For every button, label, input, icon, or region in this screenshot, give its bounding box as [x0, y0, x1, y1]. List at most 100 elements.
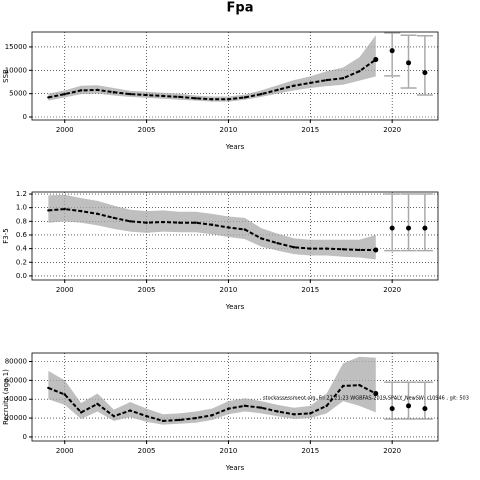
- estimate-point: [129, 409, 132, 412]
- estimate-point: [112, 216, 116, 220]
- x-tick-label: 2015: [301, 126, 319, 134]
- y-tick-label: 60000: [5, 376, 27, 384]
- estimate-point: [341, 248, 345, 251]
- estimate-point: [309, 81, 312, 85]
- estimate-point: [292, 84, 296, 87]
- plot-frame: [31, 191, 439, 281]
- estimate-point: [63, 393, 66, 396]
- estimate-point: [259, 92, 263, 96]
- estimate-point: [325, 404, 328, 408]
- estimate-point: [292, 246, 296, 249]
- forecast-point: [389, 225, 395, 231]
- estimate-point: [325, 78, 328, 82]
- forecast-point: [406, 60, 412, 66]
- y-tick-label: 1.2: [16, 190, 27, 198]
- x-tick-label: 2000: [56, 286, 74, 294]
- estimate-point: [227, 226, 230, 229]
- y-tick-label: 20000: [5, 414, 27, 422]
- estimate-point: [47, 386, 50, 390]
- forecast-point: [422, 225, 428, 231]
- estimate-point: [63, 92, 66, 96]
- x-axis-label: Years: [225, 143, 245, 151]
- x-tick-label: 2010: [220, 286, 238, 294]
- y-axis-label: F3-5: [2, 228, 10, 243]
- estimate-point: [276, 410, 279, 413]
- estimate-point: [227, 98, 230, 101]
- estimate-point: [358, 248, 361, 252]
- estimate-point: [358, 70, 361, 73]
- x-tick-label: 2020: [383, 126, 401, 134]
- y-tick-label: 10000: [5, 66, 27, 74]
- forecast-point: [422, 406, 428, 412]
- x-tick-label: 2005: [138, 447, 156, 455]
- x-axis-label: Years: [225, 303, 245, 311]
- estimate-point: [129, 220, 132, 223]
- last-point: [373, 391, 379, 397]
- x-tick-label: 2020: [383, 286, 401, 294]
- forecast-point: [422, 70, 428, 76]
- forecast-point: [406, 225, 412, 231]
- y-axis-label: Recruits (age 1): [2, 369, 10, 425]
- estimate-point: [145, 93, 148, 97]
- x-tick-label: 2005: [138, 126, 156, 134]
- y-tick-label: 0.0: [16, 272, 27, 280]
- estimate-point: [358, 383, 361, 387]
- x-tick-label: 2015: [301, 286, 319, 294]
- estimate-point: [194, 416, 197, 420]
- estimate-point: [47, 96, 50, 99]
- estimate-point: [96, 88, 99, 92]
- estimate-point: [194, 221, 197, 224]
- estimate-point: [96, 402, 99, 406]
- estimate-point: [112, 414, 116, 418]
- estimate-point: [210, 414, 214, 417]
- y-axis-label: SSB: [2, 69, 10, 83]
- estimate-point: [178, 221, 181, 224]
- x-tick-label: 2010: [220, 126, 238, 134]
- estimate-point: [243, 228, 247, 231]
- estimate-point: [309, 247, 312, 250]
- forecast-point: [389, 406, 395, 412]
- estimate-point: [227, 407, 230, 410]
- y-tick-label: 0: [23, 113, 27, 121]
- estimate-point: [276, 88, 279, 92]
- x-tick-label: 2005: [138, 286, 156, 294]
- estimate-point: [129, 92, 132, 96]
- estimate-point: [178, 95, 181, 99]
- annotation: stockassessment.org, Fri 27 21:23 WGBFAS…: [263, 396, 469, 402]
- y-tick-label: 0.6: [16, 231, 28, 239]
- estimate-point: [145, 414, 148, 418]
- estimate-point: [243, 96, 247, 99]
- estimate-point: [79, 89, 83, 92]
- y-tick-label: 15000: [5, 43, 27, 51]
- x-axis-label: Years: [225, 464, 245, 472]
- estimate-point: [259, 406, 263, 409]
- x-tick-label: 2015: [301, 447, 319, 455]
- estimate-point: [194, 97, 197, 100]
- x-tick-label: 2010: [220, 447, 238, 455]
- estimate-point: [161, 419, 165, 423]
- last-point: [373, 57, 379, 63]
- estimate-point: [243, 404, 247, 408]
- estimate-point: [292, 413, 296, 416]
- estimate-point: [79, 411, 83, 414]
- estimate-point: [145, 221, 148, 224]
- confidence-band: [48, 356, 376, 425]
- chart-title: Fpa: [227, 1, 254, 16]
- y-tick-label: 0.4: [16, 245, 28, 253]
- estimate-point: [341, 77, 345, 80]
- last-point: [373, 247, 379, 253]
- estimate-point: [178, 418, 181, 422]
- estimate-point: [161, 94, 165, 98]
- estimate-point: [210, 223, 214, 226]
- y-tick-label: 0: [23, 433, 27, 441]
- estimate-point: [96, 212, 99, 216]
- estimate-point: [63, 207, 66, 211]
- estimate-point: [47, 209, 50, 212]
- y-tick-label: 0.8: [16, 217, 27, 225]
- estimate-point: [309, 412, 312, 415]
- y-tick-label: 1.0: [16, 204, 27, 212]
- estimate-point: [341, 384, 345, 388]
- forecast-point: [406, 403, 412, 409]
